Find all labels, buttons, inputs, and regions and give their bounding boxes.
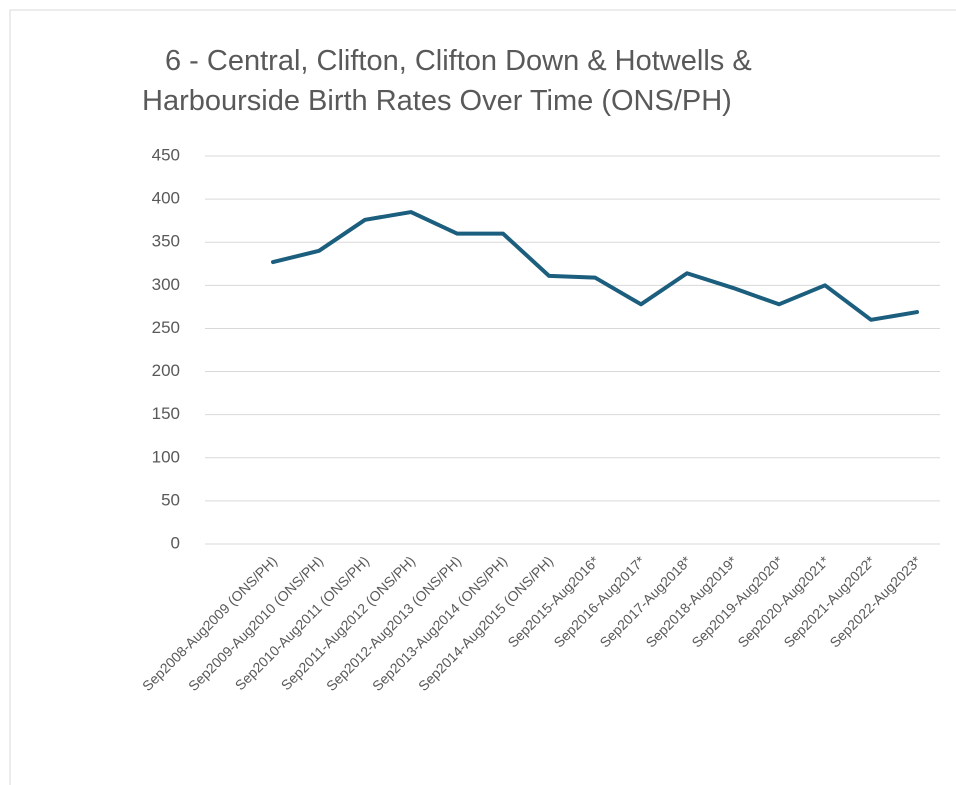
y-tick-label: 400 [152,189,180,208]
chart-title: 6 - Central, Clifton, Clifton Down & Hot… [165,45,752,77]
y-tick-label: 150 [152,404,180,423]
chart-title: Harbourside Birth Rates Over Time (ONS/P… [142,85,732,117]
y-tick-label: 0 [171,533,180,552]
data-line [271,210,919,322]
y-tick-label: 300 [152,275,180,294]
y-tick-label: 450 [152,145,180,164]
chart-border [9,9,956,785]
y-tick-label: 50 [161,490,180,509]
y-tick-label: 350 [152,232,180,251]
y-tick-label: 250 [152,318,180,337]
x-tick-label: Sep2022-Aug2023* [826,552,924,650]
y-tick-label: 100 [152,447,180,466]
y-tick-label: 200 [152,361,180,380]
